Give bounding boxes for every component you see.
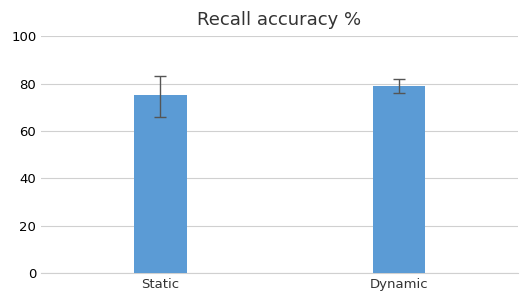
Bar [134,95,187,273]
Title: Recall accuracy %: Recall accuracy % [197,11,362,29]
Bar [372,86,425,273]
